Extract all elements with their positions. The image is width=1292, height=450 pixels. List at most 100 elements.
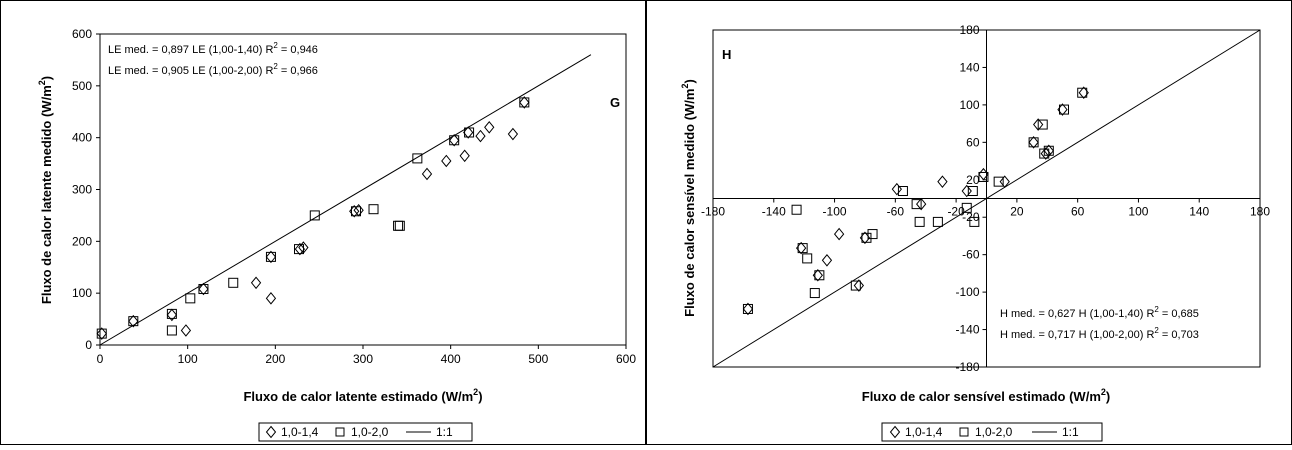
- chart-h-legend-box: [881, 422, 1103, 442]
- chart-g-ytick-label: 500: [72, 79, 92, 93]
- chart-h-square-point: [867, 229, 878, 240]
- chart-g-square-point: [228, 277, 239, 288]
- chart-g-diamond-point: [294, 242, 306, 256]
- chart-h-square-point: [993, 176, 1004, 187]
- chart-h-ytick-label: -100: [955, 285, 979, 299]
- chart-g-legend: 1,0-1,4 1,0-2,0 1:1: [258, 422, 473, 442]
- chart-h-square-point: [911, 199, 922, 210]
- chart-g-panel-label: G: [610, 95, 620, 110]
- chart-g-square-point: [294, 244, 305, 255]
- chart-h-square-point: [969, 216, 980, 227]
- chart-h-legend-series-1: 1,0-1,4: [905, 425, 943, 439]
- chart-g-xtick-label: 500: [528, 352, 548, 366]
- chart-g-xlabel: Fluxo de calor latente estimado (W/m2): [243, 387, 482, 404]
- chart-g: 0 100 200 300 400 500 600 0 100 200 300 400 500 600 G…: [37, 27, 636, 442]
- chart-h-diamond-point: [916, 197, 927, 211]
- chart-h-xtick-label: 60: [1071, 205, 1085, 219]
- chart-h-square-point: [978, 171, 989, 182]
- chart-g-diamond-point: [519, 96, 530, 109]
- chart-h-diamond-point: [1033, 118, 1044, 131]
- chart-h-identity-line: [712, 29, 1261, 368]
- chart-h-xtick-label: 20: [1010, 205, 1024, 219]
- chart-g-legend-series-1: 1,0-1,4: [281, 425, 319, 439]
- chart-h-ytick-label: -60: [962, 248, 980, 262]
- chart-g-square-point: [198, 284, 209, 295]
- chart-h-xtick-label: -20: [947, 205, 965, 219]
- chart-h-square-point: [791, 204, 802, 215]
- panel-g-frame: [0, 0, 646, 445]
- chart-h-diamond-point: [937, 175, 948, 188]
- chart-g-ytick-label: 200: [72, 234, 92, 248]
- chart-h-square-point: [1058, 104, 1069, 115]
- chart-g-diamond-point: [180, 324, 192, 337]
- chart-g-diamond-point: [166, 308, 178, 322]
- chart-h-square-point: [914, 216, 925, 227]
- chart-h-diamond-point: [853, 279, 865, 292]
- chart-h-xtick-label: -140: [762, 205, 786, 219]
- chart-h-square-point: [1043, 145, 1054, 156]
- chart-g-ytick-label: 400: [72, 131, 92, 145]
- chart-h-square-point: [967, 186, 978, 197]
- chart-h-xtick-label: 180: [1250, 205, 1270, 219]
- chart-h-xtick-label: 100: [1128, 205, 1148, 219]
- chart-h-ytick-label: 60: [966, 135, 980, 149]
- chart-g-square-point: [185, 293, 196, 304]
- chart-g-ytick-label: 0: [85, 338, 92, 352]
- chart-g-xtick-label: 0: [97, 352, 104, 366]
- chart-g-xtick-label: 100: [178, 352, 198, 366]
- chart-h-square-point: [932, 216, 943, 227]
- chart-h-xtick-label: 140: [1189, 205, 1209, 219]
- chart-g-legend-series-3: 1:1: [436, 425, 453, 439]
- chart-h-square-point: [850, 280, 861, 291]
- chart-h-xtick-label: -60: [887, 205, 905, 219]
- chart-h-square-point: [742, 303, 753, 314]
- chart-h-square-point: [802, 253, 813, 264]
- chart-g-identity-line: [99, 54, 592, 346]
- chart-g-diamond-point: [421, 167, 433, 181]
- chart-g-xtick-label: 400: [441, 352, 461, 366]
- chart-g-xtick-label: 300: [353, 352, 373, 366]
- chart-g-xtick-label: 600: [616, 352, 636, 366]
- chart-g-diamond-point: [265, 292, 277, 305]
- chart-h-ytick-label: 20: [966, 173, 980, 187]
- chart-h-diamond-point: [742, 302, 754, 316]
- chart-h-square-point: [897, 186, 908, 197]
- chart-h-xlabel: Fluxo de calor sensível estimado (W/m2): [862, 387, 1110, 404]
- chart-h-legend-series-3: 1:1: [1062, 425, 1079, 439]
- chart-g-diamond-point: [507, 127, 519, 141]
- chart-g-diamond-point: [250, 276, 262, 290]
- chart-g-square-point: [519, 97, 530, 108]
- chart-g-xtick-label: 200: [265, 352, 285, 366]
- chart-h-diamond-point: [833, 227, 845, 241]
- chart-h-diamond-point: [821, 253, 833, 267]
- chart-g-diamond-point: [198, 282, 209, 296]
- chart-g-square-point: [128, 316, 139, 327]
- chart-h-square-point: [1037, 119, 1048, 130]
- chart-g-legend-square: [335, 427, 345, 437]
- chart-g-diamond-point: [475, 129, 486, 143]
- chart-h-annotation-1: H med. = 0,627 H (1,00-1,40) R2 = 0,685: [1000, 305, 1199, 320]
- chart-h-xtick-label: -180: [701, 205, 725, 219]
- chart-g-square-point: [96, 328, 107, 339]
- chart-h-legend: 1,0-1,4 1,0-2,0 1:1: [881, 422, 1103, 442]
- chart-g-ytick-label: 600: [72, 27, 92, 41]
- chart-g-square-point: [394, 220, 405, 231]
- chart-g-diamond-point: [459, 149, 470, 163]
- chart-g-diamond-point: [441, 154, 452, 168]
- chart-g-legend-box: [258, 422, 473, 442]
- chart-h-panel-label: H: [722, 47, 731, 62]
- chart-h-square-point: [1077, 87, 1088, 98]
- chart-g-square-point: [166, 308, 177, 319]
- chart-g-square-point: [368, 204, 379, 215]
- chart-h-diamond-point: [1028, 136, 1039, 149]
- chart-h-square-point: [861, 232, 872, 243]
- chart-h-square-point: [814, 270, 825, 281]
- chart-g-diamond-point: [265, 250, 277, 264]
- chart-g-diamond-point: [128, 314, 139, 328]
- chart-g-ylabel: Fluxo de calor latente medido (W/m2): [37, 76, 54, 304]
- chart-h-ylabel: Fluxo de calor sensível medido (W/m2): [680, 79, 697, 317]
- chart-g-legend-diamond: [265, 425, 277, 439]
- chart-g-square-point: [166, 325, 177, 336]
- chart-h-legend-diamond: [889, 425, 901, 439]
